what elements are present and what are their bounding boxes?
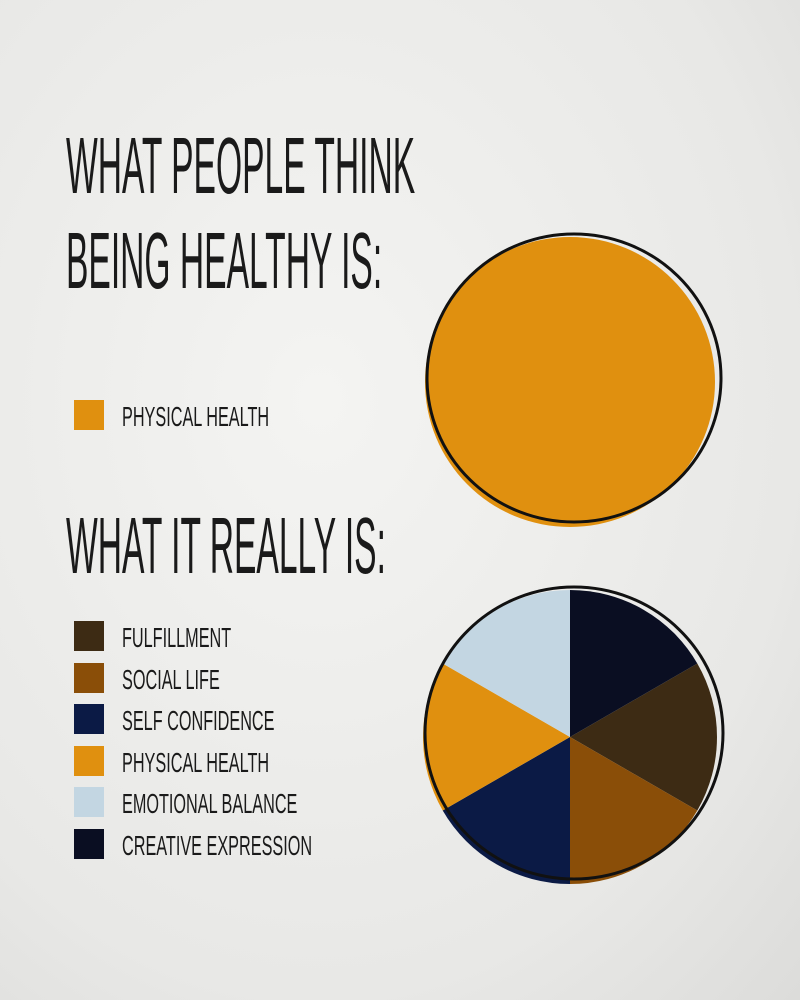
legend-label: EMOTIONAL BALANCE (122, 788, 298, 819)
legend-swatch (74, 400, 104, 430)
pie-slice (570, 663, 717, 811)
legend-swatch (74, 704, 104, 734)
pie-slice (425, 237, 715, 527)
legend-swatch (74, 662, 104, 693)
chart-title: WHAT IT REALLY IS: (66, 501, 386, 590)
legend-swatch (74, 621, 104, 651)
legend-label: FULFILLMENT (122, 622, 232, 653)
pie-slice (442, 737, 570, 884)
legend-swatch (74, 828, 104, 859)
pie-slice (423, 663, 570, 811)
pie-outline (423, 585, 725, 881)
pie-slice (442, 590, 570, 737)
legend-label: SOCIAL LIFE (122, 663, 220, 695)
legend-label: PHYSICAL HEALTH (122, 746, 270, 778)
legend-label: PHYSICAL HEALTH (122, 401, 270, 432)
legend-swatch (74, 745, 104, 776)
chart-title: WHAT PEOPLE THINK BEING HEALTHY IS: (66, 121, 416, 305)
legend-label: CREATIVE EXPRESSION (122, 829, 313, 861)
legend-swatch (74, 787, 104, 817)
pie-outline (425, 232, 723, 524)
legend-label: SELF CONFIDENCE (122, 705, 275, 736)
pie-slice (570, 590, 698, 737)
